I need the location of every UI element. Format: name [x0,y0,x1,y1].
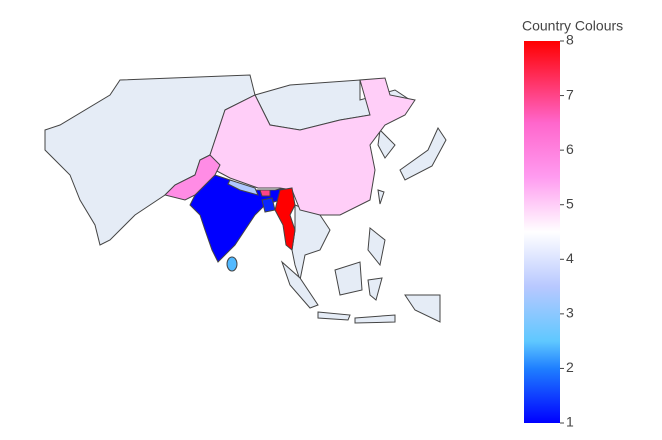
islands [354,314,396,324]
countries [164,77,416,272]
southeast-asia [291,204,331,282]
borneo [334,261,363,296]
colorbar-tick-label: 2 [566,359,574,375]
philippines [367,227,386,267]
colorbar-tick-label: 8 [566,32,574,48]
colorbar-tick-label: 1 [566,414,574,430]
sumatra [280,260,319,309]
colorbar-tick-label: 4 [566,250,574,266]
colorbar-tick-label: 7 [566,86,574,102]
colorbar [524,41,560,423]
bhutan [259,189,271,197]
colorbar-tick-label: 3 [566,305,574,321]
japan [399,126,447,181]
korea [377,128,396,159]
sri-lanka [226,256,238,272]
colorbar-title: Country Colours [522,18,623,34]
india [189,174,286,263]
new-guinea [404,294,441,323]
java [317,311,351,321]
colorbar-tick-label: 6 [566,141,574,157]
nepal [227,179,259,196]
taiwan [377,189,385,205]
colorbar-tick-label: 5 [566,195,574,211]
pakistan [164,154,221,201]
base-map [44,74,447,324]
myanmar [274,187,296,251]
sulawesi [367,277,383,301]
china [209,77,416,216]
